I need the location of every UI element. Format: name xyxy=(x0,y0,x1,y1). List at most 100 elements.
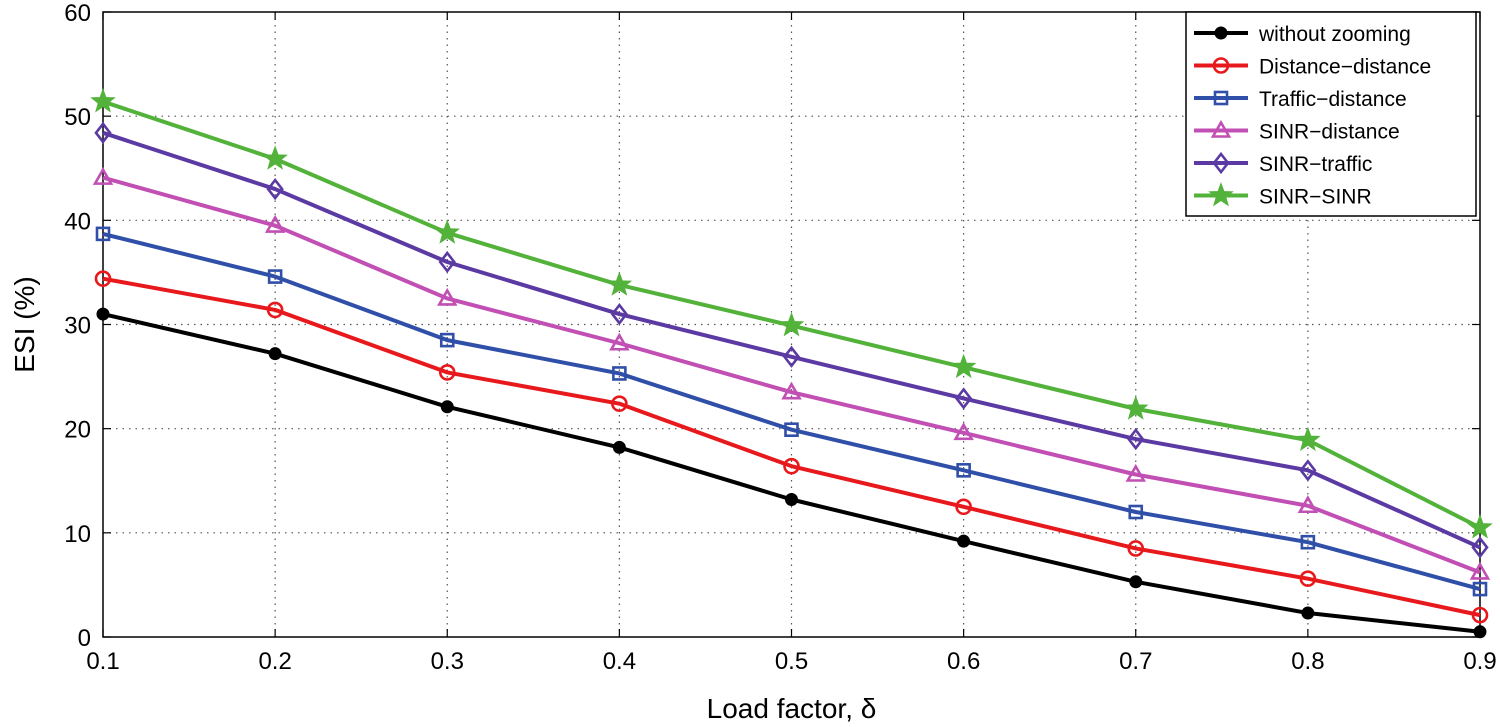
series-traffic-distance xyxy=(95,226,1488,597)
series-sinr-distance xyxy=(92,167,1491,580)
data-point xyxy=(90,88,116,113)
data-point xyxy=(92,167,114,185)
data-point xyxy=(1472,581,1488,597)
data-point xyxy=(609,332,630,351)
data-point xyxy=(778,312,805,337)
data-point xyxy=(94,121,112,144)
series-distance-distance xyxy=(94,270,1489,624)
x-tick-label: 0.1 xyxy=(86,648,119,675)
data-point xyxy=(1128,504,1144,520)
legend-item: SINR−traffic xyxy=(1194,151,1372,176)
data-point xyxy=(606,271,633,296)
series-line xyxy=(102,130,1481,550)
axis-ticks: 0.1 0.2 0.3 0.4 0.5 0.6 0.7 0.8 0.9 0 10 20 30 40 50 60 xyxy=(64,0,1496,675)
data-point xyxy=(1122,395,1149,420)
series-line xyxy=(102,231,1481,592)
data-point xyxy=(266,177,284,201)
legend-marker xyxy=(1210,119,1232,138)
y-tick-label: 0 xyxy=(78,625,91,652)
data-point xyxy=(1300,534,1316,550)
y-tick-label: 60 xyxy=(64,0,91,27)
x-tick-label: 0.7 xyxy=(1119,648,1152,675)
legend-marker xyxy=(1213,90,1229,106)
legend-label: SINR−traffic xyxy=(1259,153,1372,176)
series-sinr-sinr xyxy=(90,88,1493,539)
data-point xyxy=(268,347,282,361)
x-tick-label: 0.8 xyxy=(1291,648,1324,675)
data-point xyxy=(1129,575,1143,589)
legend-box xyxy=(1185,11,1477,217)
data-point xyxy=(438,364,456,381)
series-line xyxy=(102,276,1481,618)
data-point xyxy=(1127,540,1145,557)
x-tick-label: 0.4 xyxy=(603,648,636,675)
x-tick-label: 0.6 xyxy=(947,648,980,675)
data-point xyxy=(438,250,456,274)
data-point xyxy=(954,387,973,410)
data-point xyxy=(262,145,288,170)
series-without-zooming xyxy=(96,307,1487,639)
data-point xyxy=(1471,536,1489,559)
data-point xyxy=(610,302,629,326)
data-point xyxy=(784,422,799,438)
data-point xyxy=(1125,463,1146,482)
data-point xyxy=(96,307,110,321)
data-point xyxy=(955,498,972,516)
x-tick-label: 0.5 xyxy=(775,648,808,675)
data-point xyxy=(1295,426,1321,451)
legend-marker xyxy=(1214,26,1228,40)
series-line xyxy=(102,175,1481,575)
y-tick-label: 10 xyxy=(64,521,91,548)
data-point xyxy=(266,301,284,319)
data-point xyxy=(1469,561,1491,580)
legend-item: Traffic−distance xyxy=(1194,88,1407,111)
data-point xyxy=(612,440,626,454)
legend-item: without zooming xyxy=(1194,23,1411,46)
data-point xyxy=(785,493,798,506)
y-tick-label: 20 xyxy=(64,417,91,444)
data-point xyxy=(1473,625,1487,639)
data-point xyxy=(611,395,628,412)
data-point xyxy=(1299,570,1317,587)
y-axis-label: ESI (%) xyxy=(9,276,40,372)
y-tick-label: 40 xyxy=(64,208,91,235)
legend-item: SINR−SINR xyxy=(1194,182,1372,209)
legend-label: without zooming xyxy=(1258,23,1411,46)
data-point xyxy=(1467,514,1493,539)
data-point xyxy=(440,400,454,414)
data-point xyxy=(1471,606,1489,624)
legend-item: Distance−distance xyxy=(1194,56,1431,79)
data-point xyxy=(956,463,971,478)
data-point xyxy=(94,270,112,287)
series-sinr-traffic xyxy=(94,121,1489,559)
legend-label: Traffic−distance xyxy=(1259,88,1407,111)
legend-marker xyxy=(1212,151,1230,175)
x-axis-label: Load factor, δ xyxy=(707,693,877,724)
legend-marker xyxy=(1212,57,1230,74)
data-point xyxy=(783,457,800,475)
data-point xyxy=(1301,606,1315,620)
data-point xyxy=(957,534,971,548)
data-point xyxy=(1297,495,1319,514)
data-point xyxy=(267,269,283,284)
data-point xyxy=(950,353,977,379)
data-point xyxy=(782,345,801,368)
data-point xyxy=(781,381,802,400)
data-point xyxy=(1127,427,1145,451)
legend-label: SINR−SINR xyxy=(1259,186,1372,209)
x-tick-label: 0.3 xyxy=(431,648,464,675)
data-series xyxy=(90,88,1493,639)
data-point xyxy=(434,219,461,244)
legend-marker xyxy=(1208,182,1234,207)
data-point xyxy=(437,287,458,306)
data-point xyxy=(439,332,455,348)
legend-label: SINR−distance xyxy=(1259,121,1400,144)
legend-item: SINR−distance xyxy=(1194,119,1400,144)
x-tick-label: 0.2 xyxy=(258,648,291,675)
legend-label: Distance−distance xyxy=(1259,56,1431,79)
data-point xyxy=(95,226,111,242)
data-point xyxy=(1299,459,1317,482)
legend: without zooming Distance−distance Traffic−… xyxy=(1185,11,1477,217)
data-point xyxy=(612,366,627,381)
